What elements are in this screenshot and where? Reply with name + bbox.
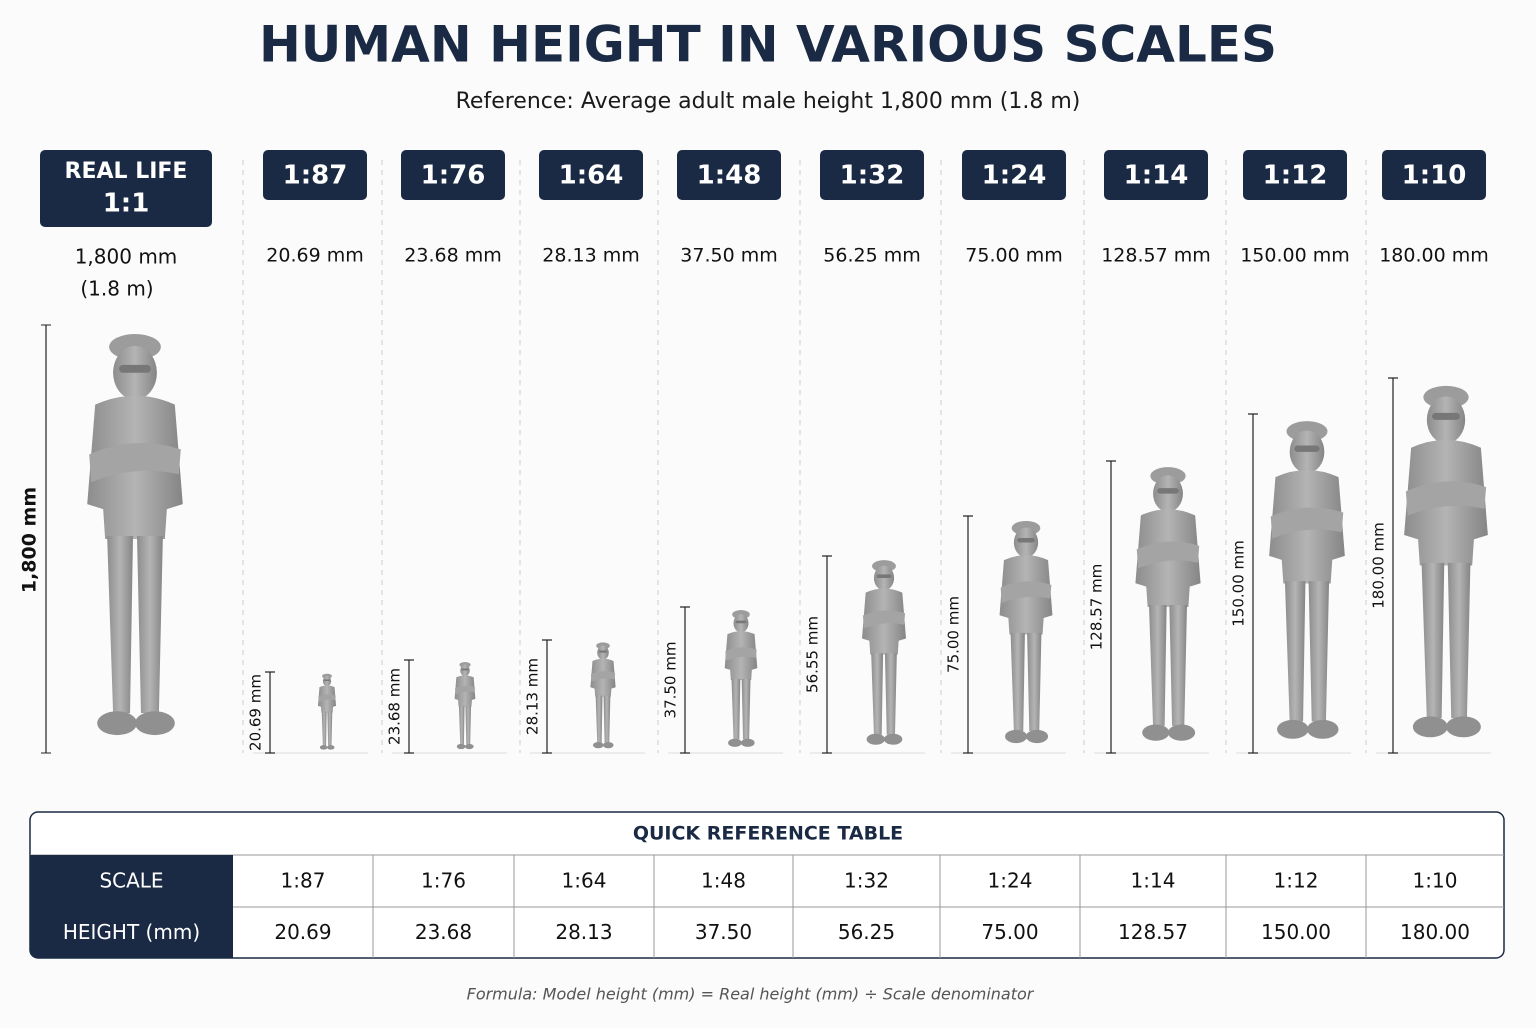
table-cell: 56.25 (838, 920, 895, 944)
table-cell: 150.00 (1261, 920, 1331, 944)
badge-scale: 1:1 (103, 189, 150, 219)
scale-badge (1104, 150, 1208, 200)
dimension-label: 150.00 mm (1230, 540, 1248, 626)
table-cell: 1:48 (701, 869, 746, 893)
table-cell: 20.69 (274, 920, 331, 944)
scale-badge (539, 150, 643, 200)
scale-badge (263, 150, 367, 200)
formula: Formula: Model height (mm) = Real height… (467, 985, 1035, 1004)
scale-label: 1:64 (559, 161, 624, 191)
height-label: 75.00 mm (965, 245, 1062, 267)
scale-label: 1:76 (421, 161, 486, 191)
table-cell: 1:10 (1413, 869, 1458, 893)
dimension-label: 23.68 mm (386, 668, 404, 745)
table-cell: 1:64 (562, 869, 607, 893)
figure (87, 333, 183, 736)
scale-label: 1:48 (697, 161, 762, 191)
height-label: (1.8 m) (80, 277, 153, 301)
figure (1269, 421, 1345, 739)
scale-label: 1:14 (1124, 161, 1189, 191)
height-label: 56.25 mm (823, 245, 920, 267)
height-label: 23.68 mm (404, 245, 501, 267)
height-label: 37.50 mm (680, 245, 777, 267)
figure (999, 520, 1053, 744)
table-cell: 1:32 (844, 869, 889, 893)
badge-top: REAL LIFE (65, 159, 188, 184)
dimension-label: 75.00 mm (945, 596, 963, 673)
dimension-label: 1,800 mm (19, 487, 41, 593)
figure (1135, 467, 1201, 741)
table-cell: 1:76 (421, 869, 466, 893)
table-cell: 1:12 (1274, 869, 1319, 893)
scale-badge (1382, 150, 1486, 200)
dimension-label: 128.57 mm (1088, 564, 1106, 650)
dimension-label: 37.50 mm (662, 642, 680, 719)
dimension-label: 56.55 mm (804, 616, 822, 693)
table-cell: 23.68 (415, 920, 472, 944)
figure (724, 610, 758, 747)
height-label: 28.13 mm (542, 245, 639, 267)
scale-badge (40, 150, 212, 227)
dimension-label: 20.69 mm (247, 674, 265, 751)
scale-label: 1:87 (283, 161, 348, 191)
table-cell: 1:87 (281, 869, 326, 893)
table-cell: 1:14 (1131, 869, 1176, 893)
title: HUMAN HEIGHT IN VARIOUS SCALES (259, 16, 1277, 74)
header-cell (30, 855, 233, 958)
figure (317, 673, 337, 750)
table-cell: 28.13 (555, 920, 612, 944)
table-cell: 75.00 (981, 920, 1038, 944)
scale-label: 1:10 (1402, 161, 1467, 191)
table-title: QUICK REFERENCE TABLE (633, 823, 903, 845)
dimension-label: 180.00 mm (1370, 522, 1388, 608)
table-cell: 1:24 (988, 869, 1033, 893)
table-cell: 37.50 (695, 920, 752, 944)
scale-badge (962, 150, 1066, 200)
figure (454, 661, 476, 750)
scale-label: 1:24 (982, 161, 1047, 191)
scale-label: 1:32 (840, 161, 905, 191)
dimension-label: 28.13 mm (524, 658, 542, 735)
subtitle: Reference: Average adult male height 1,8… (456, 89, 1081, 114)
figure (590, 642, 616, 749)
height-label: 20.69 mm (266, 245, 363, 267)
scale-label: 1:12 (1263, 161, 1328, 191)
scale-badge (1243, 150, 1347, 200)
height-label: 1,800 mm (75, 245, 178, 269)
height-label: 180.00 mm (1379, 245, 1489, 267)
scale-badge (820, 150, 924, 200)
height-label: 128.57 mm (1101, 245, 1211, 267)
table-cell: 180.00 (1400, 920, 1470, 944)
figure (862, 560, 906, 745)
row-header: SCALE (99, 869, 163, 893)
figure (1404, 385, 1488, 738)
scale-badge (677, 150, 781, 200)
row-header: HEIGHT (mm) (63, 920, 200, 944)
height-label: 150.00 mm (1240, 245, 1350, 267)
scale-badge (401, 150, 505, 200)
table-cell: 128.57 (1118, 920, 1188, 944)
